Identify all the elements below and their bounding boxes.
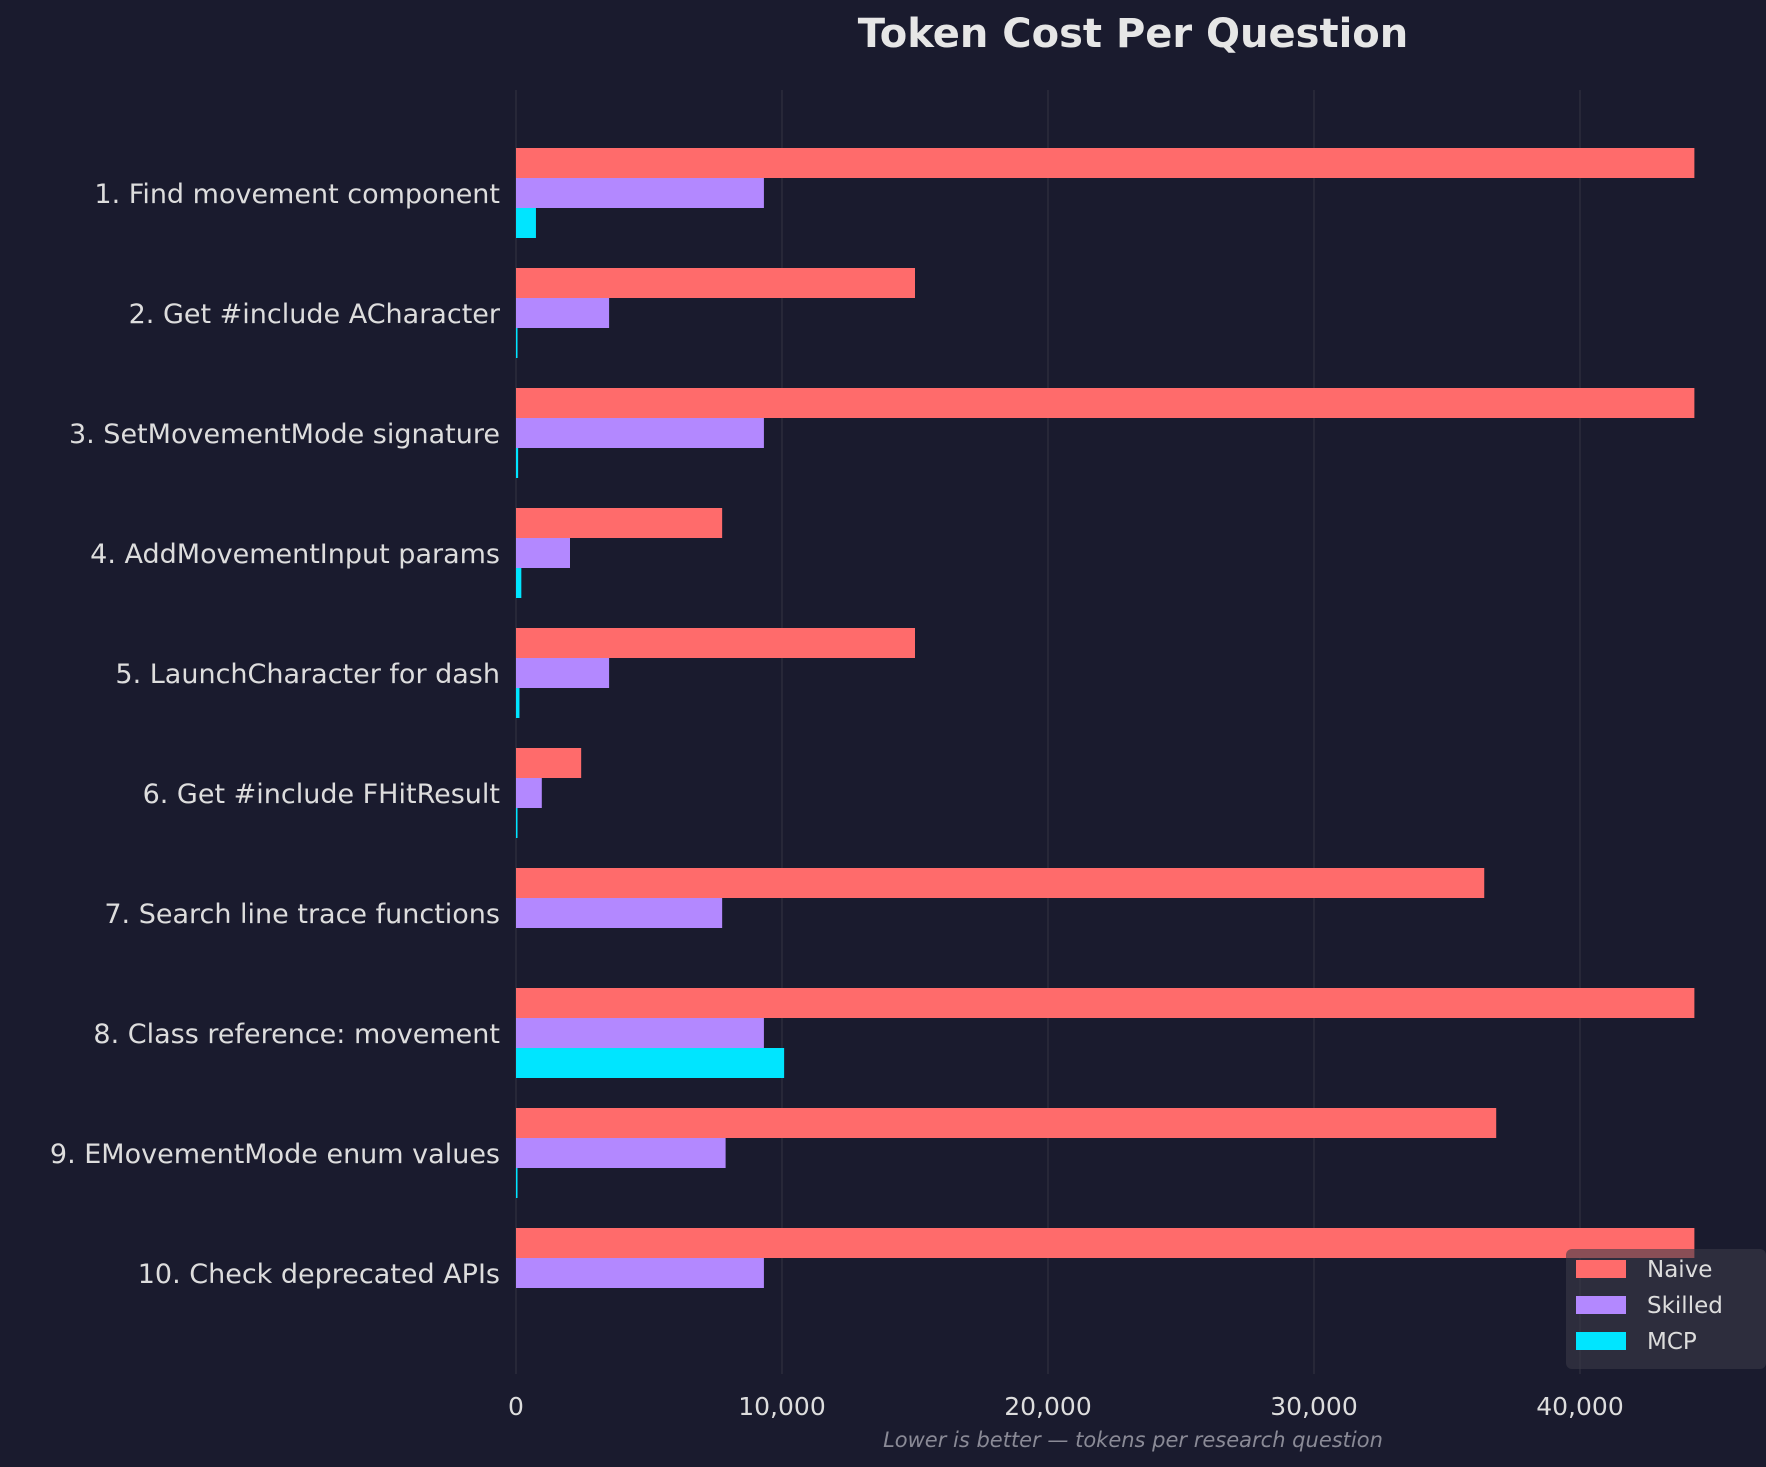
bar-naive: [516, 148, 1695, 178]
x-tick-label: 0: [508, 1392, 524, 1421]
bar-skilled: [516, 178, 764, 208]
bar-mcp: [516, 1048, 785, 1078]
bar-skilled: [516, 298, 610, 328]
bar-naive: [516, 268, 915, 298]
bar-naive: [516, 628, 915, 658]
legend-label: Skilled: [1647, 1293, 1723, 1319]
chart-title: Token Cost Per Question: [858, 11, 1409, 57]
bar-naive: [516, 388, 1695, 418]
legend: Naive Skilled MCP: [1566, 1249, 1766, 1369]
bar-naive: [516, 748, 582, 778]
bar-mcp: [516, 808, 518, 838]
category-label: 2. Get #include ACharacter: [129, 299, 501, 330]
chart-subtitle: Lower is better — tokens per research qu…: [883, 1428, 1383, 1452]
bar-naive: [516, 988, 1695, 1018]
bar-skilled: [516, 898, 723, 928]
bar-mcp: [516, 688, 520, 718]
x-tick-label: 20,000: [1004, 1392, 1091, 1421]
bar-skilled: [516, 418, 764, 448]
category-label: 10. Check deprecated APIs: [138, 1259, 500, 1290]
bar-mcp: [516, 208, 536, 238]
bar-skilled: [516, 538, 570, 568]
bar-mcp: [516, 448, 519, 478]
category-label: 4. AddMovementInput params: [90, 539, 500, 570]
x-tick-label: 40,000: [1536, 1392, 1623, 1421]
legend-label: MCP: [1647, 1329, 1697, 1355]
bar-mcp: [516, 328, 518, 358]
category-label: 6. Get #include FHitResult: [143, 779, 500, 810]
bar-skilled: [516, 658, 610, 688]
bar-naive: [516, 508, 723, 538]
x-tick-label: 30,000: [1270, 1392, 1357, 1421]
bar-skilled: [516, 1258, 764, 1288]
x-tick-label: 10,000: [738, 1392, 825, 1421]
legend-label: Naive: [1647, 1257, 1712, 1283]
legend-swatch-mcp: [1576, 1332, 1626, 1350]
category-label: 1. Find movement component: [94, 179, 500, 210]
bar-skilled: [516, 778, 542, 808]
category-label: 5. LaunchCharacter for dash: [115, 659, 500, 690]
bar-naive: [516, 1108, 1497, 1138]
category-label: 3. SetMovementMode signature: [69, 419, 500, 450]
bar-naive: [516, 868, 1485, 898]
bar-skilled: [516, 1138, 726, 1168]
bar-naive: [516, 1228, 1695, 1258]
bar-mcp: [516, 568, 522, 598]
legend-swatch-skilled: [1576, 1296, 1626, 1314]
category-label: 8. Class reference: movement: [93, 1019, 500, 1050]
category-label: 9. EMovementMode enum values: [50, 1139, 500, 1170]
category-label: 7. Search line trace functions: [104, 899, 500, 930]
bar-mcp: [516, 1168, 518, 1198]
legend-swatch-naive: [1576, 1260, 1626, 1278]
bar-skilled: [516, 1018, 764, 1048]
